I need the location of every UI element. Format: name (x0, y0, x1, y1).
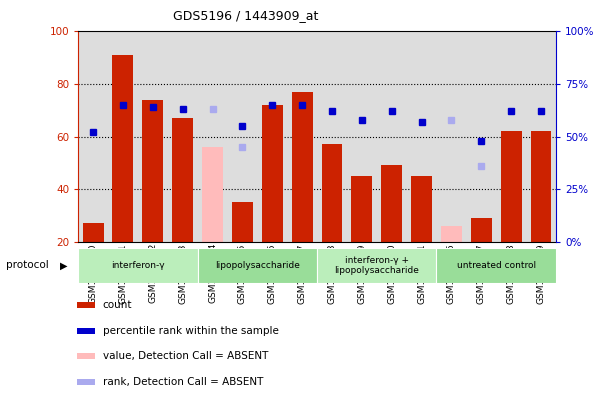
Bar (407, 31, 436, 242)
Bar (526, 31, 556, 242)
Bar (377, 31, 407, 242)
Bar (317, 248, 436, 283)
Text: rank, Detection Call = ABSENT: rank, Detection Call = ABSENT (103, 377, 263, 387)
Bar (108, 31, 138, 242)
Bar (381, 165, 402, 242)
Bar (496, 31, 526, 242)
Bar (78, 248, 198, 283)
Bar (138, 31, 168, 242)
Bar (436, 31, 466, 242)
Text: lipopolysaccharide: lipopolysaccharide (215, 261, 300, 270)
Bar (317, 31, 347, 242)
Bar (172, 118, 193, 242)
Text: untreated control: untreated control (457, 261, 535, 270)
Bar (198, 248, 317, 283)
Bar (352, 176, 372, 242)
Bar (78, 379, 95, 385)
Bar (531, 131, 552, 242)
Bar (347, 31, 377, 242)
Bar (78, 353, 95, 360)
Bar (262, 105, 282, 242)
Bar (436, 248, 556, 283)
Bar (441, 226, 462, 242)
Bar (78, 302, 95, 309)
Bar (287, 31, 317, 242)
Text: GDS5196 / 1443909_at: GDS5196 / 1443909_at (172, 9, 318, 22)
Bar (168, 31, 198, 242)
Bar (202, 147, 223, 242)
Text: interferon-γ +
lipopolysaccharide: interferon-γ + lipopolysaccharide (334, 255, 419, 275)
Bar (82, 223, 103, 242)
Bar (142, 100, 163, 242)
Bar (471, 218, 492, 242)
Text: percentile rank within the sample: percentile rank within the sample (103, 326, 279, 336)
Bar (78, 31, 108, 242)
Text: protocol: protocol (6, 260, 49, 270)
Bar (501, 131, 522, 242)
Bar (291, 92, 313, 242)
Bar (78, 328, 95, 334)
Bar (198, 31, 227, 242)
Text: value, Detection Call = ABSENT: value, Detection Call = ABSENT (103, 351, 268, 362)
Text: count: count (103, 300, 132, 310)
Text: interferon-γ: interferon-γ (111, 261, 165, 270)
Bar (257, 31, 287, 242)
Bar (232, 202, 253, 242)
Bar (411, 176, 432, 242)
Bar (112, 55, 133, 242)
Bar (466, 31, 496, 242)
Bar (227, 31, 257, 242)
Bar (322, 145, 343, 242)
Text: ▶: ▶ (60, 260, 67, 270)
